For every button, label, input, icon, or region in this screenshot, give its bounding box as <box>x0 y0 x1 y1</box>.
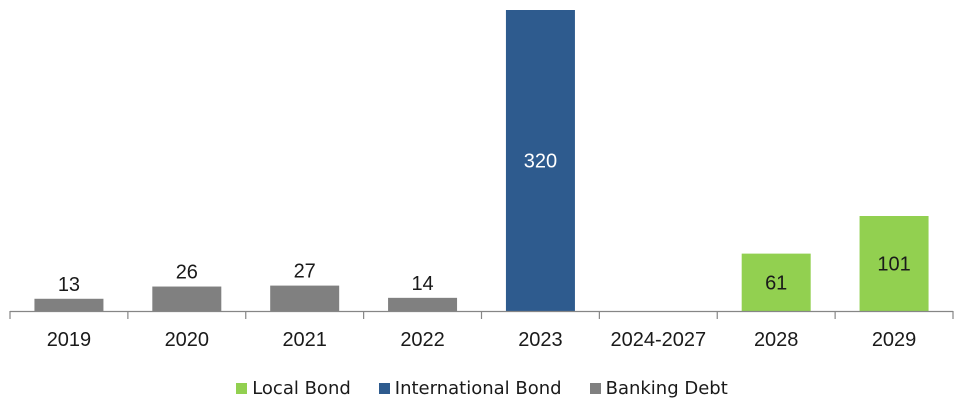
legend-label-local-bond: Local Bond <box>252 378 351 399</box>
legend-swatch-banking-debt <box>590 383 601 394</box>
x-tick-label-2019: 2019 <box>47 329 92 351</box>
data-label-2021: 27 <box>294 261 316 283</box>
bar-banking-debt-2019 <box>34 299 103 311</box>
legend-label-banking-debt: Banking Debt <box>606 378 728 399</box>
legend-swatch-international-bond <box>379 383 390 394</box>
x-tick-label-2023: 2023 <box>518 329 563 351</box>
x-tick-label-2028: 2028 <box>754 329 799 351</box>
data-label-2019: 13 <box>58 274 80 296</box>
x-tick-label-2022: 2022 <box>400 329 445 351</box>
x-tick-label-2024-2027: 2024-2027 <box>610 329 706 351</box>
data-label-2028: 61 <box>765 272 787 294</box>
data-label-2023: 320 <box>524 151 557 173</box>
x-tick-label-2029: 2029 <box>872 329 917 351</box>
legend-item-international-bond: International Bond <box>379 378 562 399</box>
bar-banking-debt-2022 <box>388 298 457 311</box>
bar-banking-debt-2021 <box>270 286 339 311</box>
x-tick-label-2021: 2021 <box>282 329 327 351</box>
legend-label-international-bond: International Bond <box>395 378 562 399</box>
bar-chart: 2019 2020 2021 2022 2023 2024-2027 2028 2029 13 2… <box>0 0 964 378</box>
legend-swatch-local-bond <box>236 383 247 394</box>
data-label-2029: 101 <box>877 254 910 276</box>
legend-item-banking-debt: Banking Debt <box>590 378 728 399</box>
data-label-2020: 26 <box>176 262 198 284</box>
legend: Local Bond International Bond Banking De… <box>0 378 964 399</box>
legend-item-local-bond: Local Bond <box>236 378 351 399</box>
bar-banking-debt-2020 <box>152 287 221 311</box>
x-tick-label-2020: 2020 <box>165 329 210 351</box>
data-label-2022: 14 <box>411 273 433 295</box>
